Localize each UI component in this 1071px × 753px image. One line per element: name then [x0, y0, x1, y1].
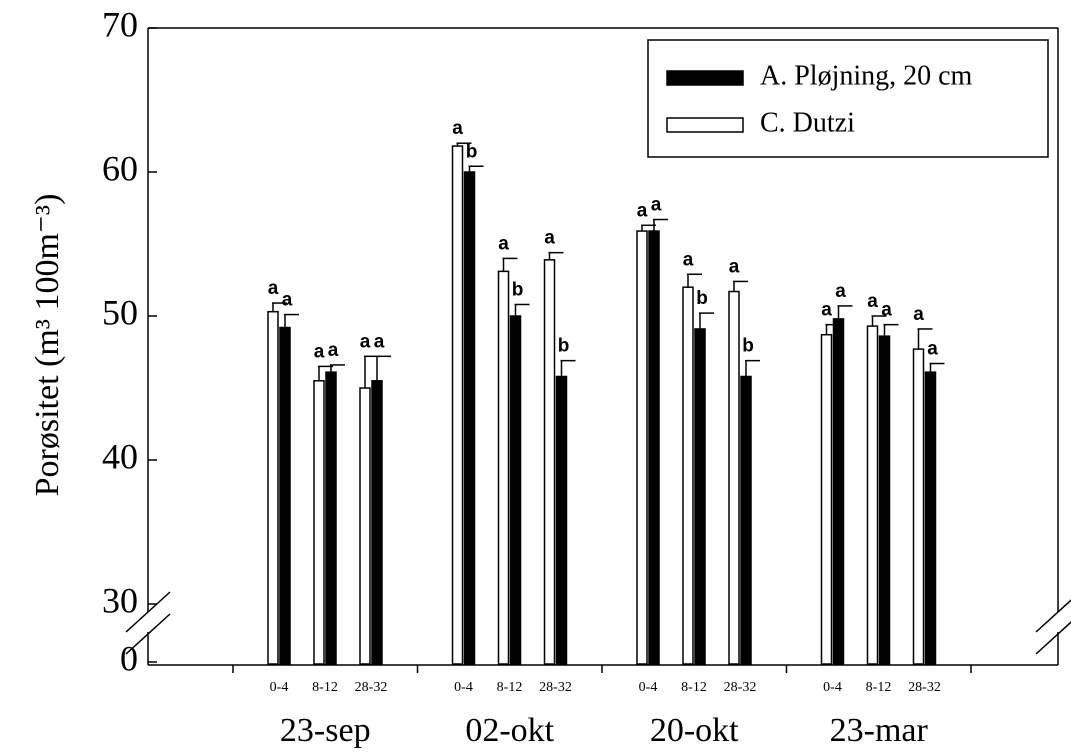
bar	[451, 145, 464, 665]
legend-swatch	[666, 70, 744, 86]
legend-box	[647, 39, 1049, 158]
significance-letter: a	[452, 118, 463, 139]
significance-letter: a	[821, 300, 832, 321]
bar	[279, 326, 291, 665]
significance-letter: a	[913, 304, 924, 325]
significance-letter: a	[927, 339, 938, 360]
bar	[912, 348, 925, 665]
group-label: 23-sep	[280, 712, 371, 749]
significance-letter: a	[881, 300, 892, 321]
bar	[832, 318, 845, 665]
bar	[463, 171, 476, 665]
x-tick-label: 8-12	[681, 680, 707, 695]
x-tick-label: 8-12	[497, 680, 523, 695]
x-tick-label: 0-4	[639, 680, 658, 695]
bar	[371, 380, 383, 665]
x-tick-label: 28-32	[355, 680, 388, 695]
x-tick-label: 8-12	[312, 680, 338, 695]
axis-break	[125, 591, 171, 633]
bar	[555, 375, 568, 665]
significance-letter: a	[282, 290, 293, 311]
y-tick-label: 0	[120, 638, 138, 678]
axis-break	[1035, 599, 1071, 633]
y-tick-label: 60	[102, 148, 138, 188]
y-tick-label: 40	[102, 436, 138, 476]
legend-label: C. Dutzi	[760, 107, 855, 138]
significance-letter: b	[512, 279, 524, 300]
x-tick-label: 0-4	[823, 680, 842, 695]
bar	[682, 286, 694, 665]
significance-letter: a	[729, 256, 740, 277]
significance-letter: a	[360, 331, 371, 352]
significance-letter: a	[683, 249, 694, 270]
bar	[866, 325, 879, 665]
significance-letter: b	[742, 336, 754, 357]
axis-break	[1035, 621, 1071, 655]
bar	[728, 290, 740, 665]
x-tick-label: 8-12	[866, 680, 892, 695]
x-tick-label: 28-32	[908, 680, 941, 695]
significance-letter: b	[696, 288, 708, 309]
significance-letter: b	[466, 141, 478, 162]
y-axis-label: Porøsitet (m³ 100m⁻³)	[29, 194, 66, 497]
significance-letter: a	[867, 291, 878, 312]
y-tick-label: 70	[102, 4, 138, 44]
bar	[878, 335, 891, 665]
significance-letter: a	[328, 340, 339, 361]
bar	[820, 333, 833, 665]
y-tick-label: 50	[102, 292, 138, 332]
bar	[648, 230, 660, 665]
group-label: 23-mar	[830, 712, 929, 749]
significance-letter: a	[637, 200, 648, 221]
bar	[740, 375, 752, 665]
bar	[359, 387, 371, 665]
axis-break	[125, 613, 171, 655]
group-label: 20-okt	[650, 712, 739, 749]
bar	[497, 270, 510, 665]
bar	[636, 230, 648, 665]
x-tick-label: 0-4	[454, 680, 473, 695]
significance-letter: a	[651, 195, 662, 216]
bar	[924, 371, 937, 665]
significance-letter: a	[498, 233, 509, 254]
significance-letter: a	[314, 341, 325, 362]
x-tick-label: 28-32	[724, 680, 757, 695]
y-tick-label: 30	[102, 580, 138, 620]
significance-letter: a	[268, 278, 279, 299]
bar	[694, 328, 706, 665]
significance-letter: a	[374, 331, 385, 352]
significance-letter: b	[558, 336, 570, 357]
group-label: 02-okt	[465, 712, 554, 749]
bar	[509, 315, 522, 665]
legend-label: A. Pløjning, 20 cm	[760, 60, 973, 91]
x-tick-label: 28-32	[539, 680, 572, 695]
bar	[543, 259, 556, 665]
significance-letter: a	[835, 281, 846, 302]
bar	[267, 310, 279, 665]
x-tick-label: 0-4	[270, 680, 289, 695]
legend-swatch	[666, 117, 744, 133]
bar	[313, 380, 325, 665]
significance-letter: a	[544, 228, 555, 249]
bar	[325, 371, 337, 665]
